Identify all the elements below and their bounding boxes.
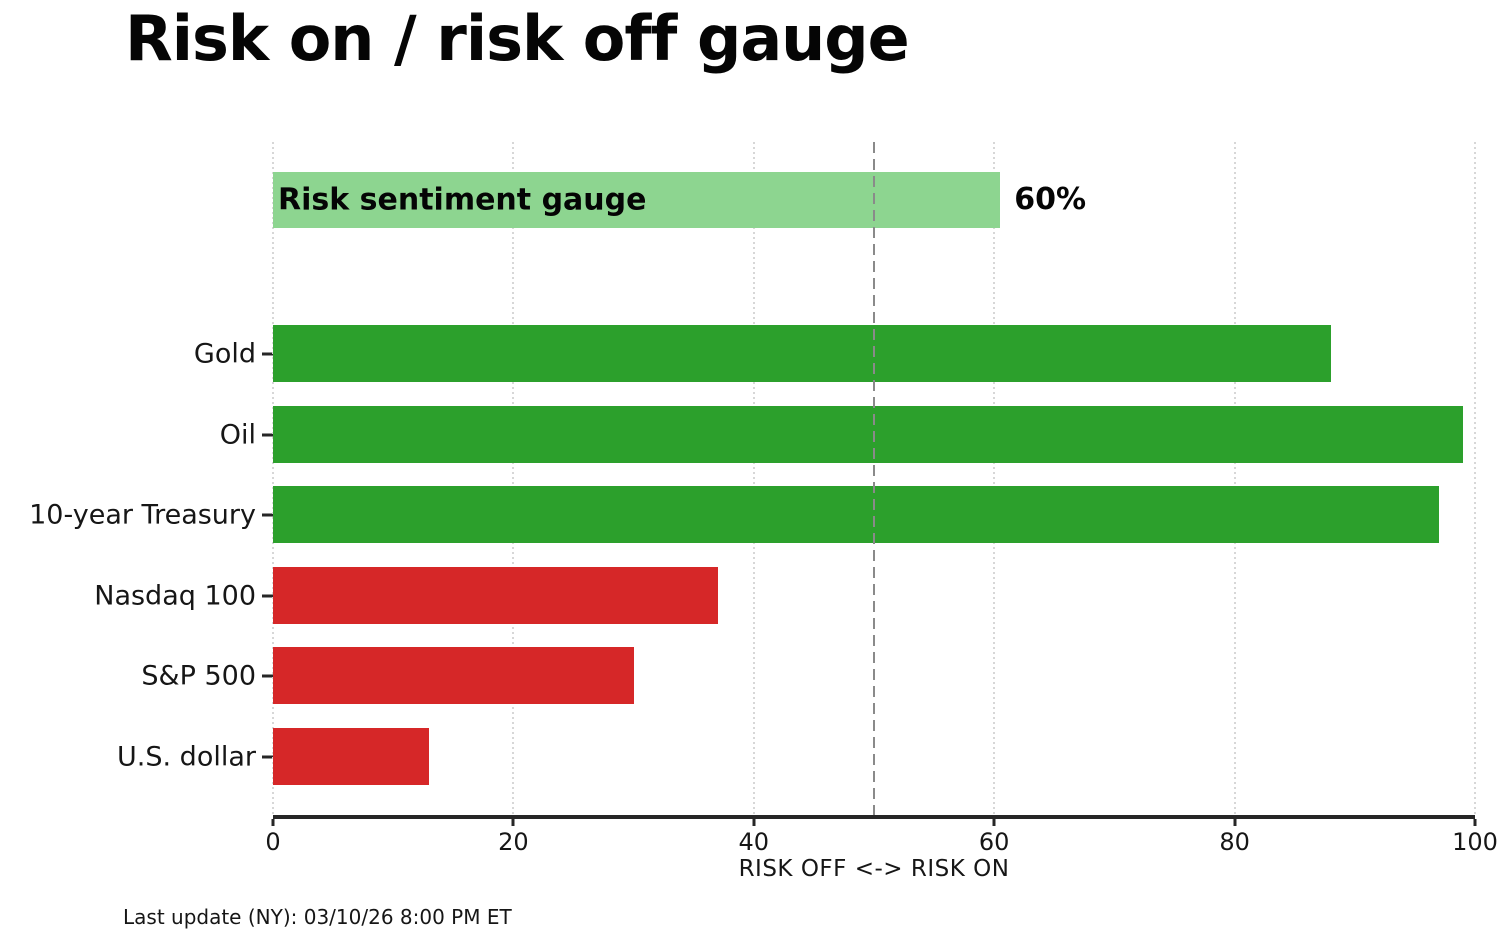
gauge-value-label: 60% [1014, 182, 1087, 217]
bar-gold [273, 325, 1331, 382]
bar-u-s-dollar [273, 728, 430, 785]
x-tick-label-60: 60 [978, 828, 1010, 856]
gridline-40 [752, 142, 755, 815]
x-tick-label-80: 80 [1219, 828, 1250, 856]
bar-s-p-500 [273, 647, 634, 704]
y-label-oil: Oil [219, 419, 256, 450]
x-tick-0 [271, 819, 275, 826]
gridline-20 [512, 142, 515, 815]
y-tick-gold [262, 352, 273, 355]
threshold-line [873, 142, 875, 815]
gridline-80 [1233, 142, 1236, 815]
bar-nasdaq-100 [273, 567, 718, 624]
bar-10-year-treasury [273, 486, 1439, 543]
bar-oil [273, 406, 1463, 463]
gauge-bar-label: Risk sentiment gauge [278, 182, 647, 218]
last-update-text: Last update (NY): 03/10/26 8:00 PM ET [123, 905, 512, 929]
x-tick-label-0: 0 [265, 828, 281, 856]
gauge-bar: Risk sentiment gauge [273, 172, 1001, 228]
y-tick-10-year-treasury [262, 513, 273, 516]
y-label-10-year-treasury: 10-year Treasury [29, 499, 256, 530]
gridline-100 [1474, 142, 1476, 815]
y-label-gold: Gold [193, 338, 256, 369]
gridline-60 [993, 142, 996, 815]
y-tick-s-p-500 [262, 674, 273, 677]
y-label-u-s-dollar: U.S. dollar [117, 741, 256, 772]
x-axis-label: RISK OFF <-> RISK ON [738, 856, 1010, 882]
gridline-0 [272, 142, 274, 815]
y-label-nasdaq-100: Nasdaq 100 [94, 580, 256, 611]
x-tick-40 [752, 819, 756, 826]
y-label-s-p-500: S&P 500 [141, 660, 256, 691]
x-tick-20 [511, 819, 515, 826]
y-tick-nasdaq-100 [262, 594, 273, 597]
x-tick-100 [1473, 819, 1477, 826]
plot-area: Risk sentiment gauge 60% Gold Oil 10-year Tr… [29, 142, 1498, 882]
y-tick-u-s-dollar [262, 755, 273, 758]
y-tick-oil [262, 433, 273, 436]
x-tick-label-20: 20 [498, 828, 529, 856]
x-tick-60 [992, 819, 996, 826]
chart-title: Risk on / risk off gauge [125, 2, 910, 75]
x-tick-label-100: 100 [1452, 828, 1498, 856]
x-tick-80 [1233, 819, 1237, 826]
x-tick-label-40: 40 [738, 828, 770, 856]
